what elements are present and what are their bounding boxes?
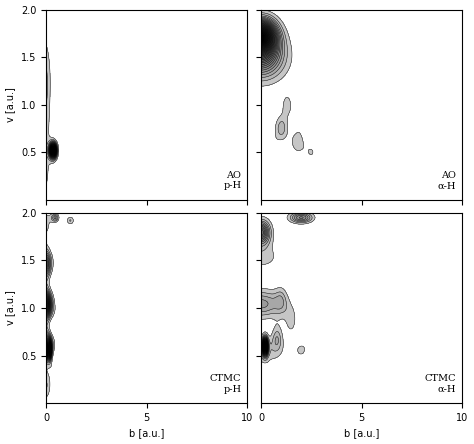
Text: AO
p-H: AO p-H (223, 171, 241, 190)
Text: AO
α-H: AO α-H (438, 171, 456, 190)
X-axis label: b [a.u.]: b [a.u.] (129, 428, 164, 438)
Y-axis label: v [a.u.]: v [a.u.] (6, 290, 16, 325)
X-axis label: b [a.u.]: b [a.u.] (344, 428, 379, 438)
Text: CTMC
p-H: CTMC p-H (210, 374, 241, 394)
Y-axis label: v [a.u.]: v [a.u.] (6, 87, 16, 122)
Text: CTMC
α-H: CTMC α-H (425, 374, 456, 394)
